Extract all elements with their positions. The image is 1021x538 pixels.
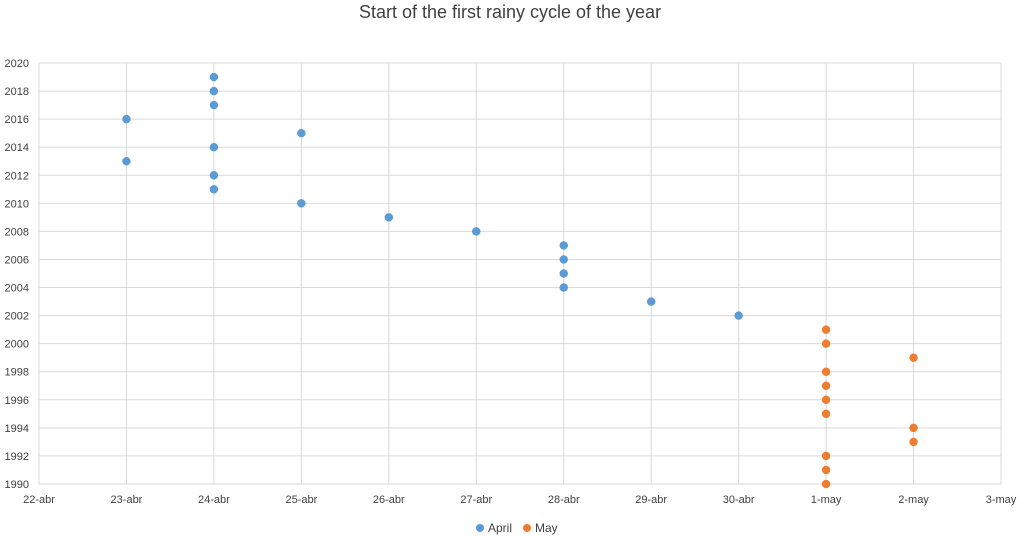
x-axis-ticks: 22-abr 23-abr 24-abr 25-abr 26-abr 27-abr 28-a… (23, 494, 1017, 506)
y-tick-label: 2008 (5, 226, 29, 238)
data-point-april (122, 156, 131, 166)
data-point-may (909, 437, 918, 447)
data-point-may (821, 339, 831, 348)
data-point-april (384, 213, 394, 222)
data-point-april (559, 255, 568, 264)
y-tick-label: 1994 (5, 423, 29, 435)
data-point-april (559, 241, 568, 250)
y-tick-label: 2006 (5, 254, 29, 266)
x-tick-label: 28-abr (548, 494, 580, 506)
data-point-may (821, 325, 831, 334)
x-tick-label: 27-abr (460, 494, 492, 506)
legend-marker-april (476, 524, 484, 532)
data-point-april (734, 311, 743, 320)
legend-label-may: May (535, 521, 558, 535)
data-point-may (821, 479, 831, 489)
data-point-april (559, 269, 568, 278)
x-tick-label: 22-abr (23, 494, 55, 506)
y-tick-label: 1992 (5, 451, 29, 463)
data-point-april (209, 142, 219, 152)
x-tick-label: 23-abr (111, 494, 143, 506)
data-point-may (909, 423, 918, 433)
data-point-may (821, 381, 831, 391)
y-tick-label: 2012 (5, 170, 29, 182)
y-tick-label: 2004 (5, 283, 29, 295)
x-tick-label: 30-abr (723, 494, 755, 506)
data-point-may (821, 451, 831, 461)
x-tick-label: 24-abr (198, 494, 230, 506)
y-tick-label: 1990 (5, 479, 29, 491)
data-point-may (821, 395, 831, 405)
data-points (122, 72, 918, 489)
data-point-may (821, 409, 831, 419)
y-tick-label: 2016 (5, 114, 29, 126)
data-point-april (297, 128, 306, 138)
y-tick-label: 1996 (5, 395, 29, 407)
data-point-april (209, 185, 219, 194)
grid-layer (38, 62, 1002, 485)
x-tick-label: 25-abr (285, 494, 317, 506)
data-point-april (472, 227, 481, 236)
y-tick-label: 2020 (5, 58, 29, 70)
data-point-may (821, 465, 831, 475)
data-point-april (646, 297, 656, 306)
legend-marker-may (523, 524, 531, 532)
y-tick-label: 2000 (5, 339, 29, 351)
y-tick-label: 2010 (5, 198, 29, 210)
legend: April May (476, 521, 558, 535)
data-point-april (122, 114, 131, 124)
y-tick-label: 1998 (5, 367, 29, 379)
data-point-april (209, 86, 219, 96)
data-point-may (821, 367, 831, 376)
data-point-april (209, 171, 219, 180)
x-tick-label: 2-may (898, 494, 929, 506)
y-tick-label: 2002 (5, 311, 29, 323)
x-tick-label: 1-may (811, 494, 842, 506)
y-axis-ticks: 1990 1992 1994 1996 1998 2000 2002 2004 2006 2008… (5, 58, 29, 491)
data-point-april (209, 100, 219, 110)
legend-label-april: April (488, 521, 512, 535)
chart-title: Start of the first rainy cycle of the ye… (359, 2, 661, 22)
data-point-april (209, 72, 219, 82)
data-point-may (909, 353, 918, 362)
data-point-april (559, 283, 568, 292)
x-tick-label: 29-abr (635, 494, 667, 506)
y-tick-label: 2014 (5, 142, 29, 154)
data-point-april (297, 199, 306, 208)
x-tick-label: 3-may (986, 494, 1017, 506)
x-tick-label: 26-abr (373, 494, 405, 506)
y-tick-label: 2018 (5, 86, 29, 98)
